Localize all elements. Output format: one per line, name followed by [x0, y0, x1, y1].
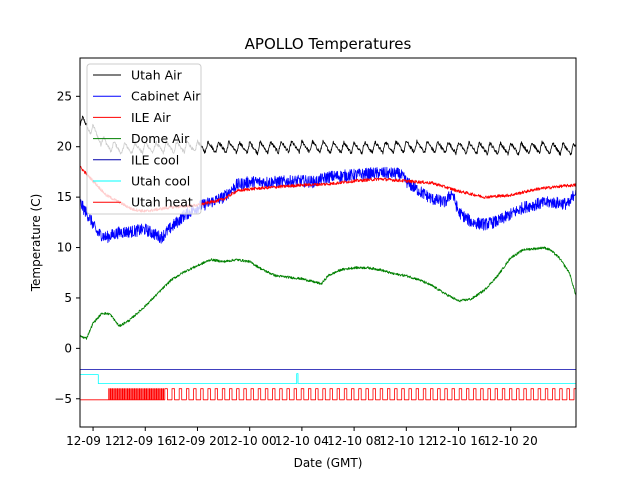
plot-frame [79, 57, 577, 428]
legend-label-dome-air: Dome Air [131, 131, 190, 146]
legend-box [86, 63, 202, 215]
y-tick-label: 20 [57, 140, 72, 154]
legend-label-cabinet-air: Cabinet Air [131, 89, 201, 104]
y-axis: −5 0 5 10 15 20 25 [54, 89, 80, 406]
series-line-utah-cool [80, 373, 576, 384]
x-tick-label: 12-10 20 [484, 434, 538, 448]
legend-label-utah-air: Utah Air [131, 68, 183, 83]
x-tick-label: 12-10 04 [275, 434, 329, 448]
y-tick-label: −5 [54, 392, 72, 406]
x-tick-label: 12-10 12 [379, 434, 433, 448]
legend-label-utah-heat: Utah heat [131, 195, 193, 210]
legend: Utah Air Cabinet Air ILE Air Dome Air ILE co… [86, 63, 202, 215]
y-tick-label: 25 [57, 89, 72, 103]
x-tick-label: 12-10 08 [327, 434, 381, 448]
y-tick-label: 0 [64, 341, 72, 355]
x-tick-label: 12-09 16 [118, 434, 172, 448]
series-line-dome-air [80, 246, 576, 340]
y-tick-label: 5 [64, 291, 72, 305]
legend-label-utah-cool: Utah cool [131, 174, 190, 189]
series-line-cabinet-air [80, 166, 576, 244]
y-tick-label: 15 [57, 190, 72, 204]
x-tick-label: 12-09 20 [170, 434, 224, 448]
y-tick-label: 10 [57, 241, 72, 255]
chart-title: APOLLO Temperatures [245, 35, 412, 53]
x-tick-label: 12-09 12 [66, 434, 120, 448]
legend-label-ile-air: ILE Air [131, 110, 172, 125]
x-tick-label: 12-10 16 [432, 434, 486, 448]
series-line-utah-heat [80, 388, 576, 401]
y-axis-label: Temperature (C) [29, 194, 43, 293]
x-axis-label: Date (GMT) [294, 456, 363, 470]
x-tick-label: 12-10 00 [223, 434, 277, 448]
legend-label-ile-cool: ILE cool [131, 152, 179, 167]
